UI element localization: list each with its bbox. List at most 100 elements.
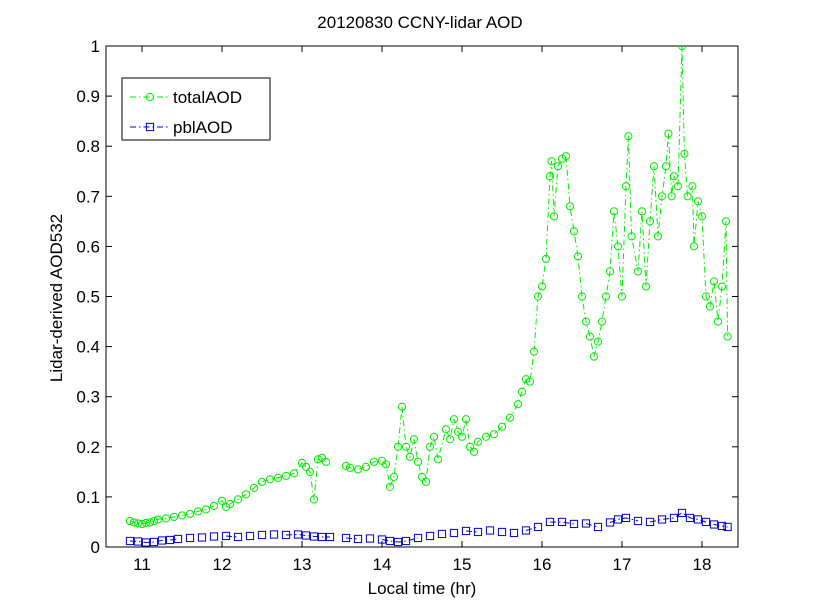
data-point-pblAOD: [293, 530, 303, 539]
series-line-pblAOD: [225, 535, 239, 538]
data-point-totalAOD: [593, 337, 603, 346]
data-point-pblAOD: [413, 533, 423, 543]
data-point-pblAOD: [385, 536, 395, 546]
data-point-pblAOD: [669, 513, 679, 523]
data-point-pblAOD: [221, 531, 231, 541]
data-point-pblAOD: [325, 532, 335, 542]
data-point-totalAOD: [633, 267, 643, 276]
x-tick-label: 11: [133, 555, 151, 574]
data-point-totalAOD: [569, 227, 579, 236]
data-point-totalAOD: [489, 430, 499, 439]
data-point-totalAOD: [461, 415, 471, 424]
data-point-pblAOD: [685, 513, 695, 523]
data-point-pblAOD: [209, 532, 219, 541]
data-point-totalAOD: [641, 282, 651, 291]
y-tick-label: 0.8: [76, 137, 100, 156]
data-point-totalAOD: [667, 192, 676, 201]
data-point-totalAOD: [341, 461, 351, 470]
data-point-pblAOD: [185, 533, 195, 543]
data-point-pblAOD: [309, 532, 319, 541]
series-line-pblAOD: [465, 530, 479, 533]
data-point-totalAOD: [669, 172, 679, 181]
data-point-totalAOD: [721, 217, 731, 226]
data-point-totalAOD: [257, 477, 267, 486]
data-point-totalAOD: [689, 242, 699, 251]
data-point-totalAOD: [137, 519, 147, 529]
data-point-pblAOD: [157, 536, 167, 545]
data-point-totalAOD: [547, 157, 556, 166]
data-point-pblAOD: [173, 534, 183, 544]
data-point-totalAOD: [605, 267, 615, 276]
data-point-totalAOD: [301, 462, 311, 471]
data-point-pblAOD: [645, 517, 655, 527]
legend-item-totalAOD: totalAOD: [130, 88, 242, 107]
data-point-pblAOD: [449, 528, 459, 538]
data-point-totalAOD: [273, 473, 283, 482]
data-point-totalAOD: [613, 242, 623, 251]
x-tick-label: 14: [373, 555, 392, 574]
data-point-totalAOD: [145, 518, 155, 527]
data-point-totalAOD: [413, 457, 423, 466]
data-point-pblAOD: [437, 529, 447, 539]
data-point-totalAOD: [545, 172, 555, 181]
data-point-totalAOD: [433, 455, 443, 464]
x-tick-label: 13: [293, 555, 312, 574]
data-point-totalAOD: [677, 46, 687, 51]
data-point-totalAOD: [701, 292, 711, 301]
data-point-totalAOD: [429, 432, 439, 441]
data-point-totalAOD: [209, 501, 219, 511]
data-point-pblAOD: [521, 526, 531, 535]
data-point-pblAOD: [569, 519, 579, 529]
data-point-pblAOD: [485, 526, 495, 535]
data-point-pblAOD: [677, 508, 687, 518]
data-point-pblAOD: [701, 517, 711, 527]
data-point-pblAOD: [473, 527, 483, 537]
data-point-totalAOD: [577, 292, 587, 301]
data-point-totalAOD: [637, 207, 647, 216]
data-point-totalAOD: [281, 471, 291, 480]
data-point-pblAOD: [245, 531, 255, 541]
data-point-totalAOD: [241, 490, 251, 499]
data-point-pblAOD: [621, 513, 631, 523]
series-line-pblAOD: [285, 533, 330, 538]
data-point-totalAOD: [589, 352, 599, 361]
data-point-pblAOD: [633, 516, 643, 526]
data-point-totalAOD: [661, 162, 671, 171]
y-tick-label: 0.1: [76, 488, 100, 507]
x-axis-label: Local time (hr): [368, 579, 477, 598]
data-point-totalAOD: [389, 472, 399, 481]
data-point-totalAOD: [369, 457, 379, 466]
data-point-totalAOD: [683, 192, 692, 201]
data-point-pblAOD: [269, 530, 279, 539]
chart-title: 20120830 CCNY-lidar AOD: [317, 13, 522, 32]
data-point-totalAOD: [473, 437, 483, 446]
data-point-pblAOD: [401, 536, 411, 546]
data-point-pblAOD: [393, 537, 403, 547]
y-tick-label: 0: [91, 538, 100, 557]
data-point-totalAOD: [627, 232, 636, 241]
data-point-totalAOD: [525, 377, 535, 386]
data-point-totalAOD: [441, 425, 451, 434]
data-point-totalAOD: [673, 182, 683, 191]
data-point-totalAOD: [653, 232, 663, 241]
data-point-pblAOD: [341, 533, 351, 543]
series-line-totalAOD: [129, 457, 327, 525]
data-point-totalAOD: [621, 182, 631, 191]
series-totalAOD: [125, 46, 732, 529]
data-point-totalAOD: [664, 129, 673, 138]
data-point-totalAOD: [557, 154, 567, 163]
data-point-totalAOD: [465, 442, 475, 451]
data-point-pblAOD: [557, 517, 567, 527]
data-point-pblAOD: [197, 533, 207, 542]
data-point-totalAOD: [401, 442, 411, 451]
data-point-totalAOD: [533, 292, 543, 301]
data-point-totalAOD: [469, 447, 479, 456]
data-point-totalAOD: [449, 415, 459, 424]
data-point-totalAOD: [617, 292, 627, 301]
data-point-totalAOD: [645, 217, 655, 226]
data-point-totalAOD: [561, 152, 571, 161]
data-point-pblAOD: [365, 534, 375, 543]
x-tick-label: 17: [613, 555, 632, 574]
data-point-pblAOD: [709, 520, 719, 529]
y-tick-label: 0.3: [76, 388, 100, 407]
